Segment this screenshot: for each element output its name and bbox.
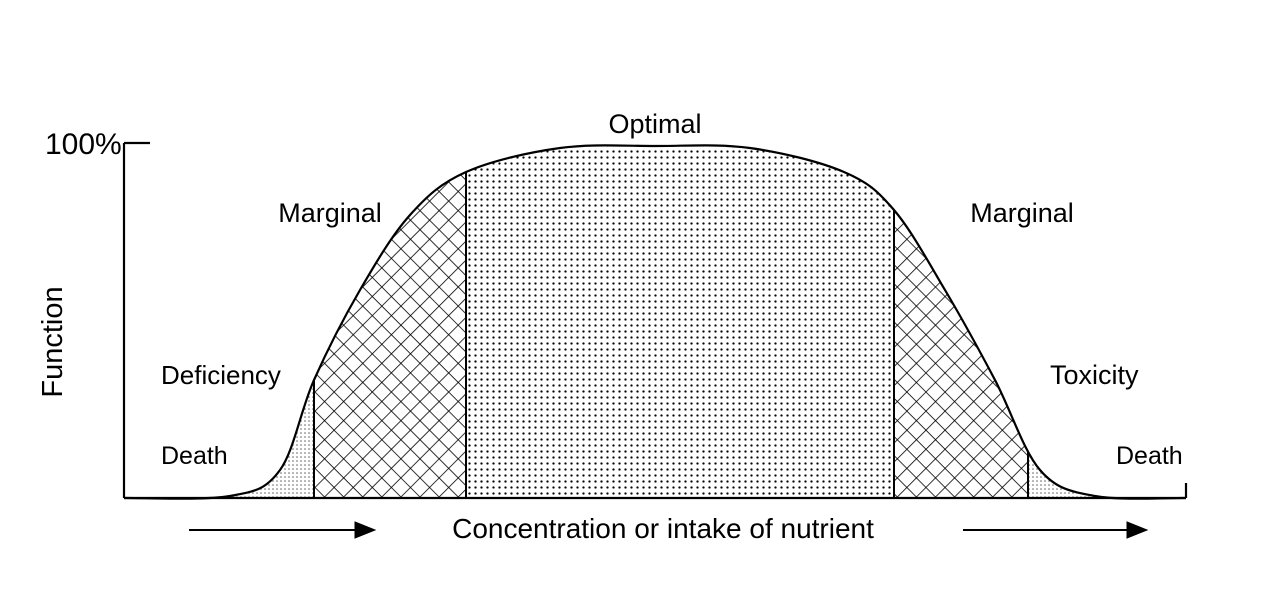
svg-text:Toxicity: Toxicity [1050, 360, 1139, 390]
svg-text:Death: Death [1116, 442, 1183, 470]
svg-text:Death: Death [161, 442, 228, 470]
svg-text:Deficiency: Deficiency [161, 360, 281, 390]
svg-text:100%: 100% [45, 128, 122, 161]
svg-text:Function: Function [37, 286, 69, 397]
svg-text:Marginal: Marginal [278, 198, 382, 228]
svg-text:Concentration or intake of nut: Concentration or intake of nutrient [452, 513, 874, 544]
svg-text:Marginal: Marginal [970, 198, 1074, 228]
svg-text:Optimal: Optimal [608, 109, 701, 139]
